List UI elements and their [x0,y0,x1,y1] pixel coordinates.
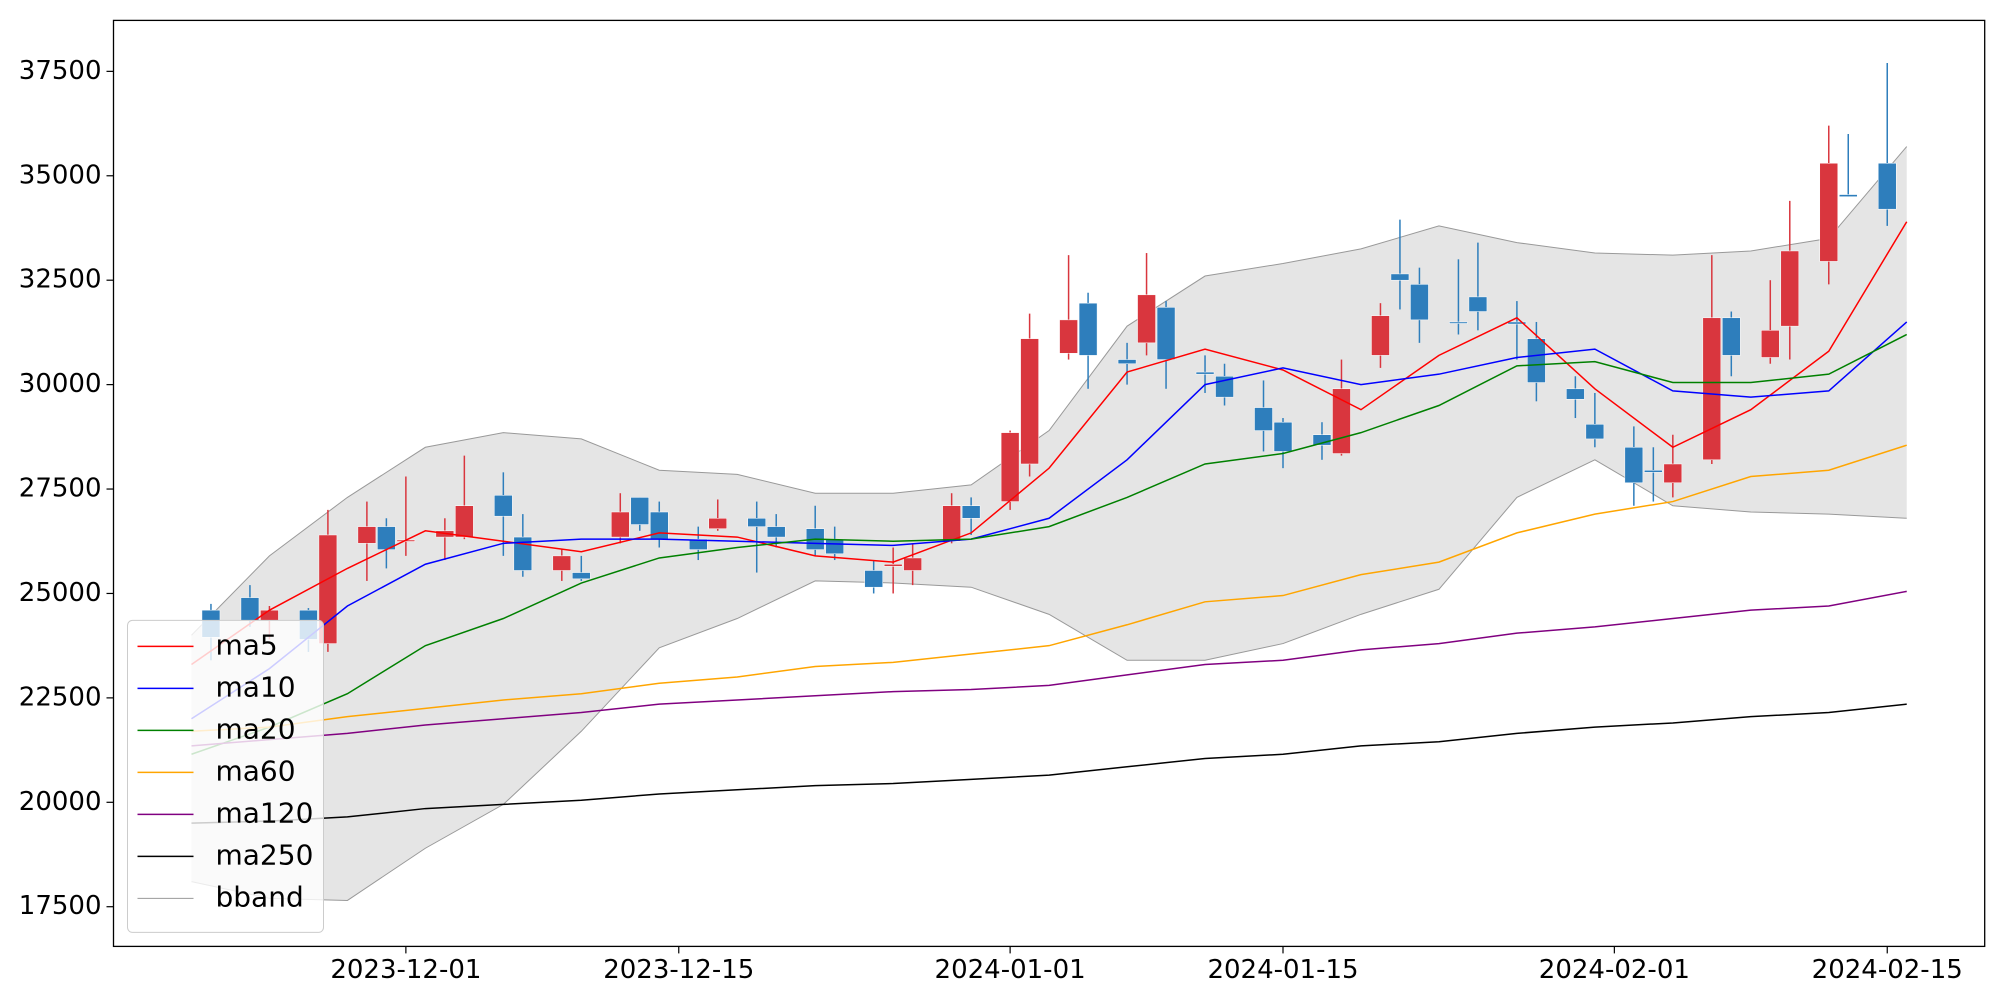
candle-body [1644,469,1663,473]
candle-body [513,536,533,571]
ma-line [191,590,1907,747]
candle-body [630,497,650,525]
candle-body [1468,296,1488,312]
candle-body [1273,421,1293,452]
y-tick-label: 25000 [19,578,102,608]
x-tick-label: 2024-02-15 [1812,955,1963,985]
legend-label: ma120 [216,796,314,829]
candle-body [766,526,786,538]
legend-label: ma5 [216,628,278,661]
candle-body [1156,307,1176,360]
legend-box [127,619,324,933]
y-tick-label: 27500 [19,474,102,504]
candle-body [1254,407,1273,431]
ma-line [191,444,1907,733]
ma-line [191,221,1908,666]
candle-body [1507,321,1527,325]
candle-body [747,518,766,527]
candle-body [1566,388,1585,400]
candle-body [611,511,630,538]
candle-body [1877,162,1897,210]
x-tick-label: 2024-01-15 [1207,955,1358,985]
candle-body [318,534,338,644]
candle-body [1585,424,1605,440]
candle-body [1371,315,1390,356]
candle-body [1839,194,1858,197]
y-tick-label: 30000 [19,369,102,399]
candle-body [1663,463,1683,484]
candle-body [1059,319,1078,354]
plot-frame [112,19,1986,948]
candle-body [357,526,377,544]
candle-body [1000,432,1020,502]
candle-body [961,505,981,519]
legend-label: ma250 [216,838,314,871]
candle-body [1722,317,1741,356]
candle-body [1527,338,1546,383]
candle-body [1390,273,1410,281]
band-fill [191,146,1907,901]
candle-body [1410,284,1429,321]
candle-body [1195,371,1215,375]
legend-label: ma10 [216,670,296,703]
ma-line [191,703,1907,824]
candle-body [1761,330,1780,358]
candle-body [825,538,844,555]
candle-body [494,495,513,517]
candle-body [1332,388,1351,454]
ma-line [191,321,1908,720]
legend-label: bband [216,880,304,913]
x-tick-label: 2024-02-01 [1539,955,1690,985]
candle-body [864,570,883,588]
x-tick-label: 2023-12-15 [603,955,754,985]
candle-body [240,597,260,621]
y-tick-label: 35000 [19,160,102,190]
band-upper [191,146,1908,636]
x-tick-label: 2024-01-01 [935,955,1086,985]
legend: ma5 ma10 ma20 ma60 ma120 ma250 bband [127,619,324,933]
y-tick-label: 22500 [19,682,102,712]
candle-body [552,555,572,571]
x-tick-label: 2023-12-01 [330,955,481,985]
y-tick-label: 37500 [19,56,102,86]
candle-body [1020,338,1039,465]
candle-body [708,518,727,529]
legend-label: ma20 [216,712,296,745]
candle-body [903,557,922,571]
candle-body [1780,250,1800,327]
candle-body [455,505,474,538]
y-tick-label: 20000 [19,787,102,817]
candle-body [1819,162,1839,262]
band-lower [191,459,1907,901]
candle-body [883,563,903,567]
y-tick-label: 32500 [19,265,102,295]
candle-body [942,505,961,542]
ma-line [191,333,1908,755]
legend-label: ma60 [216,754,296,787]
candle-body [1078,302,1098,356]
candle-body [1117,359,1137,364]
candle-body [572,572,591,580]
candle-body [1449,321,1468,324]
candle-body [1624,447,1644,484]
candle-body [1137,294,1156,344]
candle-body [1702,317,1722,461]
y-tick-label: 17500 [19,891,102,921]
candle-body [689,538,708,550]
